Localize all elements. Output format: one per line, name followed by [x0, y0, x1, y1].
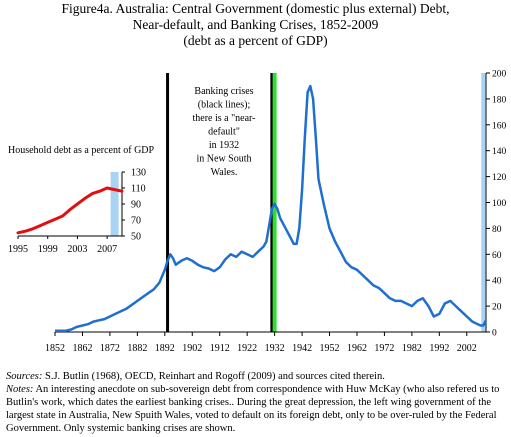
annotation-line-5: in New South	[197, 154, 252, 165]
x-tick-label-1902: 1902	[182, 343, 202, 354]
sources-label: Sources:	[6, 371, 43, 382]
x-tick-label-1862: 1862	[72, 343, 92, 354]
x-tick-label-1912: 1912	[210, 343, 230, 354]
y-tick-label-60: 60	[492, 251, 502, 261]
x-tick-label-1892: 1892	[155, 343, 175, 354]
y-tick-label-0: 0	[492, 329, 497, 339]
annotation-line-1: (black lines);	[198, 100, 251, 111]
sources-text: S.J. Butlin (1968), OECD, Reinhart and R…	[42, 371, 385, 382]
crisis-marker-2008-3	[481, 73, 486, 332]
x-tick-label-1922: 1922	[237, 343, 257, 354]
title-line-1: Figure4a. Australia: Central Government …	[61, 1, 450, 16]
x-tick-label-1962: 1962	[347, 343, 367, 354]
debt-series-line-0	[55, 84, 488, 332]
inset-x-tick-label-1995: 1995	[8, 244, 28, 255]
y-tick-label-160: 160	[492, 121, 507, 131]
inset-marker-2008-0	[110, 172, 119, 236]
inset-y-tick-label-130: 130	[131, 168, 146, 179]
inset-y-tick-label-110: 110	[131, 184, 146, 195]
inset-y-tick-label-90: 90	[131, 200, 141, 211]
notes-paragraph: Notes: An interesting anecdote on sub-so…	[6, 383, 506, 435]
x-tick-label-1852: 1852	[45, 343, 65, 354]
inset-title: Household debt as a percent of GDP	[8, 145, 155, 156]
crisis-marker-1931-1	[270, 73, 274, 332]
annotation-line-0: Banking crises	[194, 86, 253, 97]
x-tick-label-1942: 1942	[292, 343, 312, 354]
x-tick-label-1952: 1952	[320, 343, 340, 354]
title-line-3: (debt as a percent of GDP)	[183, 33, 328, 48]
crisis-marker-1932-2	[272, 73, 277, 332]
y-tick-label-20: 20	[492, 303, 502, 313]
y-tick-label-120: 120	[492, 173, 507, 183]
y-tick-label-180: 180	[492, 95, 507, 105]
x-tick-label-1872: 1872	[100, 343, 120, 354]
y-tick-label-100: 100	[492, 199, 507, 209]
annotation-line-3: default"	[208, 127, 240, 138]
annotation-line-2: there is a "near-	[192, 113, 255, 124]
crisis-marker-1893-0	[166, 73, 170, 332]
inset-x-tick-label-2007: 2007	[97, 244, 117, 255]
inset-x-tick-label-2003: 2003	[67, 244, 87, 255]
inset-y-tick-label-70: 70	[131, 216, 141, 227]
inset-y-tick-label-50: 50	[131, 232, 141, 243]
inset-x-tick-label-1999: 1999	[38, 244, 58, 255]
x-tick-label-2002: 2002	[457, 343, 477, 354]
x-tick-label-1972: 1972	[374, 343, 394, 354]
y-tick-label-140: 140	[492, 147, 507, 157]
x-tick-label-1992: 1992	[429, 343, 449, 354]
annotation-line-6: Wales.	[211, 167, 238, 178]
y-tick-label-40: 40	[492, 277, 502, 287]
figure-title: Figure4a. Australia: Central Government …	[0, 1, 511, 49]
x-tick-label-1882: 1882	[127, 343, 147, 354]
y-tick-label-80: 80	[492, 225, 502, 235]
sources-paragraph: Sources: S.J. Butlin (1968), OECD, Reinh…	[6, 370, 506, 383]
x-tick-label-1932: 1932	[265, 343, 285, 354]
y-tick-label-200: 200	[492, 70, 507, 80]
notes-text: An interesting anecdote on sub-sovereign…	[6, 384, 500, 434]
notes-label: Notes:	[6, 384, 34, 395]
title-line-2: Near-default, and Banking Crises, 1852-2…	[132, 17, 379, 32]
footer-notes: Sources: S.J. Butlin (1968), OECD, Reinh…	[6, 370, 506, 435]
x-tick-label-1982: 1982	[402, 343, 422, 354]
household-series-line-0	[16, 186, 124, 235]
annotation-line-4: in 1932	[209, 140, 239, 151]
